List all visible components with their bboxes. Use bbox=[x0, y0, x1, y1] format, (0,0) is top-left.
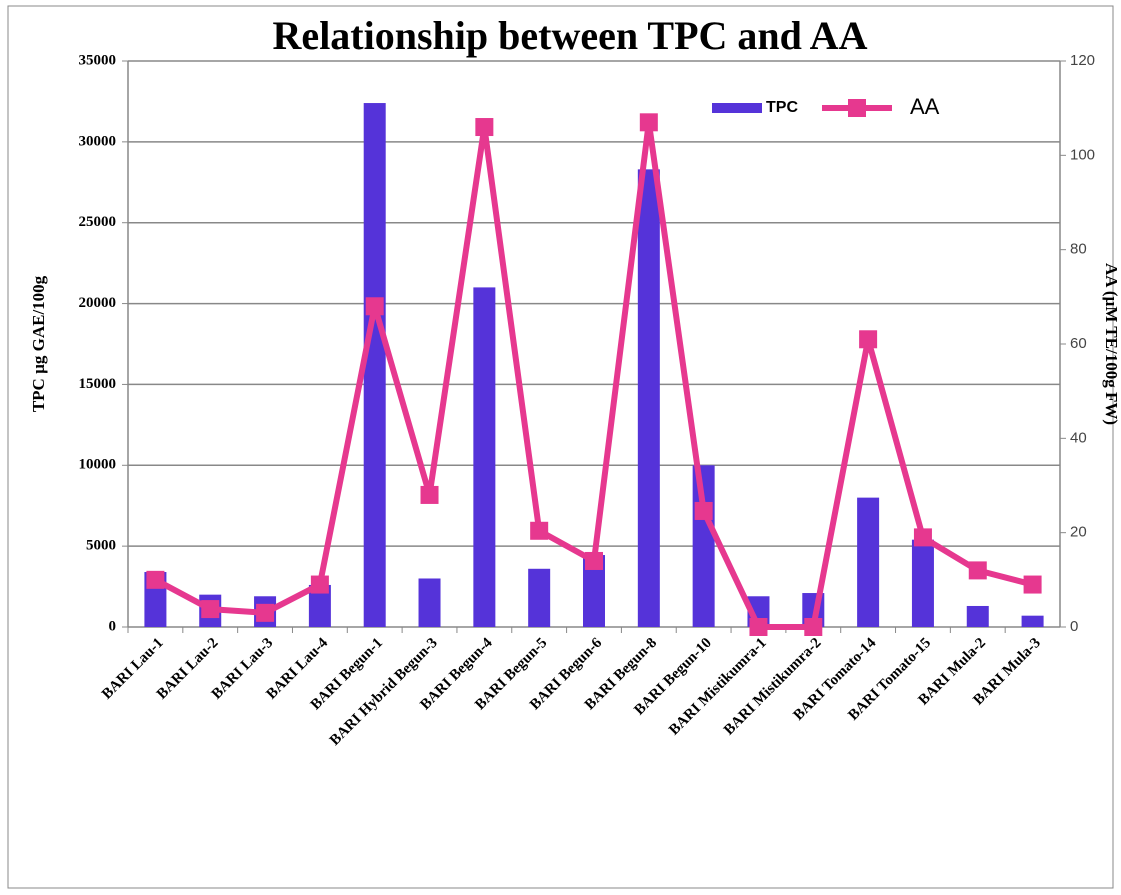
y2-tick-label: 120 bbox=[1070, 52, 1095, 69]
marker bbox=[310, 575, 329, 594]
marker bbox=[420, 485, 439, 504]
y2-tick-label: 40 bbox=[1070, 429, 1087, 446]
legend-label: TPC bbox=[766, 99, 798, 116]
y-tick-label: 30000 bbox=[79, 133, 117, 149]
chart-title: Relationship between TPC and AA bbox=[273, 13, 868, 58]
bar bbox=[418, 578, 441, 627]
y-tick-label: 10000 bbox=[79, 457, 117, 473]
marker bbox=[804, 618, 823, 636]
bar bbox=[966, 605, 989, 627]
marker bbox=[639, 113, 658, 132]
y-tick-label: 35000 bbox=[79, 52, 117, 68]
legend-label: AA bbox=[910, 94, 940, 119]
y-tick-label: 5000 bbox=[86, 538, 116, 554]
y2-tick-label: 20 bbox=[1070, 524, 1087, 541]
marker bbox=[365, 297, 384, 316]
marker bbox=[530, 521, 549, 540]
bar bbox=[911, 539, 934, 627]
chart-border bbox=[7, 5, 1114, 889]
y-axis-label: TPC µg GAE/100g bbox=[29, 275, 48, 412]
marker bbox=[201, 600, 220, 619]
bar bbox=[583, 555, 605, 627]
y2-tick-label: 0 bbox=[1070, 618, 1078, 635]
marker bbox=[694, 501, 713, 520]
marker bbox=[256, 603, 275, 622]
legend-swatch bbox=[712, 103, 762, 113]
y2-tick-label: 100 bbox=[1070, 146, 1095, 163]
y2-tick-label: 60 bbox=[1070, 335, 1087, 352]
y-tick-label: 0 bbox=[109, 618, 117, 634]
marker bbox=[968, 561, 987, 580]
marker bbox=[585, 551, 603, 570]
bar bbox=[308, 584, 331, 627]
marker bbox=[749, 618, 768, 636]
bar bbox=[528, 568, 551, 627]
bar bbox=[857, 497, 880, 627]
bar bbox=[1021, 615, 1044, 627]
y2-axis-label: AA (µM TE/100g FW) bbox=[1102, 263, 1121, 425]
marker bbox=[859, 330, 878, 349]
legend-swatch bbox=[848, 99, 866, 117]
y-tick-label: 20000 bbox=[79, 295, 117, 311]
y-tick-label: 15000 bbox=[79, 376, 117, 392]
y2-tick-label: 80 bbox=[1070, 241, 1087, 258]
bar bbox=[637, 169, 660, 627]
marker bbox=[913, 528, 932, 547]
marker bbox=[146, 570, 165, 589]
marker bbox=[475, 118, 494, 137]
bar bbox=[363, 103, 386, 627]
marker bbox=[1023, 575, 1042, 594]
bar bbox=[473, 287, 496, 627]
y-tick-label: 25000 bbox=[79, 214, 117, 230]
